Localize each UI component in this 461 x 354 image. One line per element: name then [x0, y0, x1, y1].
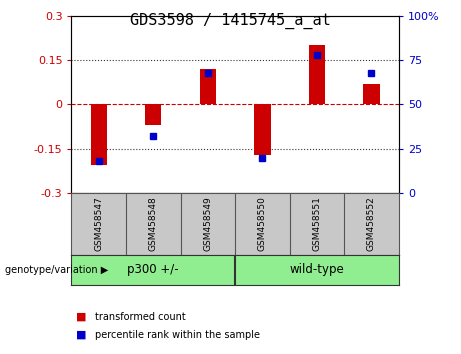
- Text: GSM458550: GSM458550: [258, 196, 267, 251]
- Bar: [200, 69, 216, 104]
- Bar: [145, 104, 161, 125]
- Text: ■: ■: [76, 330, 87, 339]
- Text: GSM458551: GSM458551: [313, 196, 321, 251]
- Text: ■: ■: [76, 312, 87, 322]
- Text: GSM458549: GSM458549: [203, 196, 213, 251]
- Bar: [309, 45, 325, 104]
- Text: genotype/variation ▶: genotype/variation ▶: [5, 265, 108, 275]
- Text: GSM458552: GSM458552: [367, 196, 376, 251]
- Text: GSM458548: GSM458548: [149, 196, 158, 251]
- Text: wild-type: wild-type: [290, 263, 344, 276]
- Text: p300 +/-: p300 +/-: [128, 263, 179, 276]
- Text: GDS3598 / 1415745_a_at: GDS3598 / 1415745_a_at: [130, 13, 331, 29]
- Bar: [363, 84, 380, 104]
- Bar: [90, 104, 107, 165]
- Bar: [254, 104, 271, 155]
- Text: GSM458547: GSM458547: [94, 196, 103, 251]
- Text: percentile rank within the sample: percentile rank within the sample: [95, 330, 260, 339]
- Text: transformed count: transformed count: [95, 312, 185, 322]
